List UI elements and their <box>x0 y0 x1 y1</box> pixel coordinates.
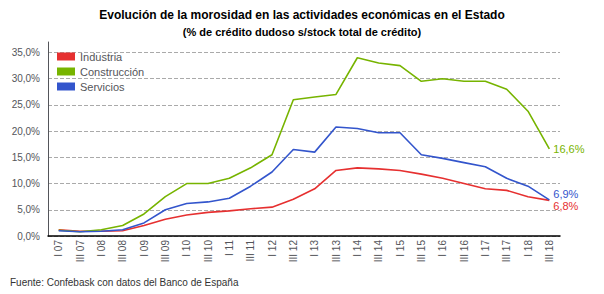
svg-text:5,0%: 5,0% <box>17 204 40 215</box>
svg-text:III 17: III 17 <box>501 240 512 263</box>
svg-text:I 17: I 17 <box>480 240 491 257</box>
svg-text:35,0%: 35,0% <box>12 47 40 58</box>
svg-text:III 09: III 09 <box>160 240 171 263</box>
svg-text:I 10: I 10 <box>181 240 192 257</box>
svg-text:20,0%: 20,0% <box>12 126 40 137</box>
svg-text:25,0%: 25,0% <box>12 99 40 110</box>
svg-text:III 16: III 16 <box>459 240 470 263</box>
svg-text:Construcción: Construcción <box>80 66 144 78</box>
svg-text:III 08: III 08 <box>117 240 128 263</box>
svg-text:(% de crédito dudoso s/stock t: (% de crédito dudoso s/stock total de cr… <box>183 26 422 38</box>
svg-text:III 14: III 14 <box>373 240 384 263</box>
svg-text:0,0%: 0,0% <box>17 231 40 242</box>
svg-text:III 11: III 11 <box>245 240 256 262</box>
svg-text:10,0%: 10,0% <box>12 178 40 189</box>
svg-text:15,0%: 15,0% <box>12 152 40 163</box>
svg-text:I 11: I 11 <box>224 240 235 256</box>
svg-text:I 18: I 18 <box>523 240 534 257</box>
svg-text:16,6%: 16,6% <box>553 143 584 155</box>
svg-text:III 12: III 12 <box>288 240 299 263</box>
svg-text:6,9%: 6,9% <box>553 188 578 200</box>
svg-text:III 18: III 18 <box>544 240 555 263</box>
svg-text:I 09: I 09 <box>139 240 150 257</box>
svg-text:30,0%: 30,0% <box>12 73 40 84</box>
svg-text:I 07: I 07 <box>53 240 64 257</box>
svg-text:I 08: I 08 <box>96 240 107 257</box>
svg-text:III 15: III 15 <box>416 240 427 263</box>
svg-text:III 10: III 10 <box>203 240 214 263</box>
svg-text:III 13: III 13 <box>331 240 342 263</box>
svg-text:Fuente: Confebask con datos de: Fuente: Confebask con datos del Banco de… <box>10 277 239 288</box>
svg-text:I 12: I 12 <box>267 240 278 257</box>
svg-text:Servicios: Servicios <box>80 81 125 93</box>
svg-text:I 15: I 15 <box>395 240 406 257</box>
svg-text:Industria: Industria <box>80 51 123 63</box>
svg-text:I 13: I 13 <box>309 240 320 257</box>
svg-text:6,8%: 6,8% <box>553 200 578 212</box>
svg-text:Evolución de la morosidad en l: Evolución de la morosidad en las activid… <box>99 8 504 22</box>
svg-text:III 07: III 07 <box>75 240 86 263</box>
svg-text:I 16: I 16 <box>437 240 448 257</box>
svg-text:I 14: I 14 <box>352 240 363 257</box>
